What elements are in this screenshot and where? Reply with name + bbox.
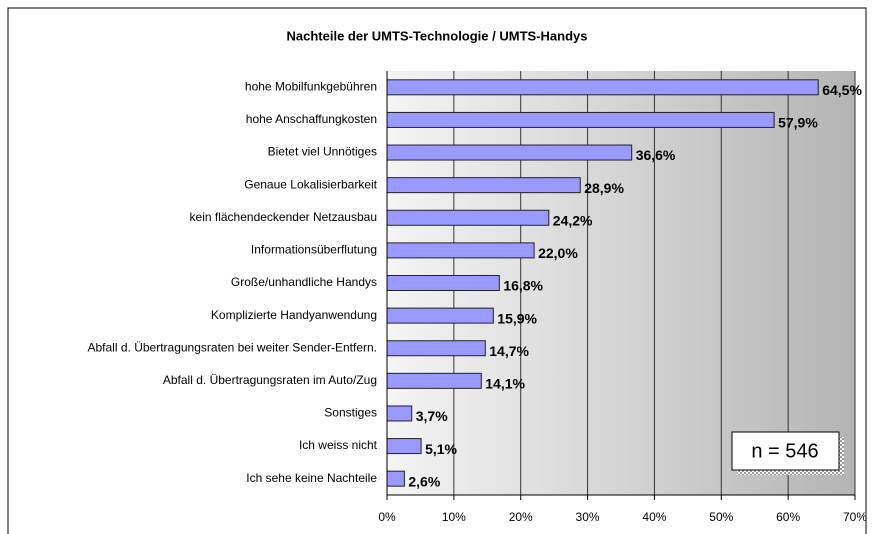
bar <box>386 242 535 259</box>
value-label: 22,0% <box>538 245 578 261</box>
y-tick-label: hohe Mobilfunkgebühren <box>245 79 377 93</box>
bar <box>386 275 500 291</box>
y-tick-label: kein flächendeckender Netzausbau <box>190 210 377 224</box>
y-tick-label: Abfall d. Übertragungsraten bei weiter S… <box>88 340 378 354</box>
value-label: 24,2% <box>553 212 593 228</box>
bar <box>386 144 633 161</box>
bar <box>386 405 413 422</box>
value-label: 3,7% <box>416 408 448 424</box>
y-tick-label: Ich weiss nicht <box>299 438 378 452</box>
bar <box>386 470 405 487</box>
value-label: 14,1% <box>485 376 525 392</box>
value-label: 16,8% <box>503 278 543 294</box>
y-tick-label: Abfall d. Übertragungsraten im Auto/Zug <box>163 373 377 387</box>
y-tick-label: Informationsüberflutung <box>251 243 377 257</box>
x-tick-label: 60% <box>776 510 800 524</box>
bar <box>386 111 775 128</box>
y-tick-label: Genaue Lokalisierbarkeit <box>244 177 377 191</box>
x-tick-label: 40% <box>642 510 666 524</box>
y-tick-label: Ich sehe keine Nachteile <box>246 471 377 485</box>
bar <box>386 307 494 324</box>
y-tick-label: Komplizierte Handyanwendung <box>211 308 377 322</box>
bar <box>386 340 486 357</box>
y-tick-label: Bietet viel Unnötiges <box>268 145 377 159</box>
x-tick-label: 0% <box>378 510 396 524</box>
x-tick-label: 10% <box>442 510 466 524</box>
value-label: 28,9% <box>584 180 624 196</box>
chart-title: Nachteile der UMTS-Technologie / UMTS-Ha… <box>287 28 588 43</box>
value-label: 15,9% <box>497 310 537 326</box>
y-tick-label: Große/unhandliche Handys <box>231 275 377 289</box>
x-tick-label: 30% <box>576 510 600 524</box>
value-label: 64,5% <box>822 82 862 98</box>
bar <box>386 177 581 194</box>
bar <box>386 209 550 226</box>
annotation: n = 546 <box>751 440 818 462</box>
x-tick-label: 20% <box>509 510 533 524</box>
bar <box>386 438 422 455</box>
value-label: 2,6% <box>408 473 440 489</box>
x-tick-label: 70% <box>843 510 867 524</box>
value-label: 5,1% <box>425 441 457 457</box>
bar <box>386 79 819 96</box>
value-label: 57,9% <box>778 115 818 131</box>
bar <box>386 372 482 389</box>
value-label: 36,6% <box>636 147 676 163</box>
y-tick-label: Sonstiges <box>324 406 377 420</box>
x-tick-label: 50% <box>709 510 733 524</box>
y-tick-label: hohe Anschaffungkosten <box>246 112 377 126</box>
annotation-box <box>731 431 840 471</box>
value-label: 14,7% <box>489 343 529 359</box>
